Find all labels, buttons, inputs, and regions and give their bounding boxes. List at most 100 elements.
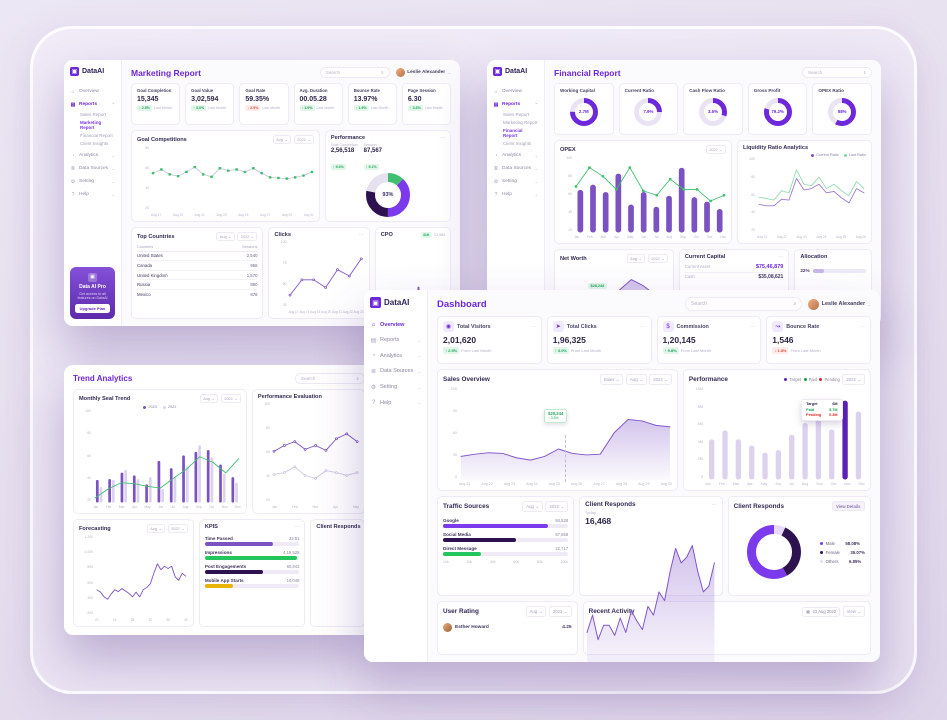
month-dropdown[interactable]: Aug ⌄ [522,501,543,512]
sidebar-item-help[interactable]: ? Help ⌄ [71,191,115,198]
logo: ▣ DataAI [370,297,421,308]
date-picker[interactable]: ▦ 22 Aug 2022 [802,606,841,617]
gender-legend: Male 58.08% Female 35.07% Others 6.85% [820,513,865,591]
search-input[interactable]: Search ⌕ [685,297,803,311]
user-menu[interactable]: Leslie Alexander ⌄ [395,68,451,77]
sidebar-item-data-sources[interactable]: ≣ Data Sources ⌄ [70,165,115,172]
legend-dot [820,559,824,563]
metric-dropdown[interactable]: Sales ⌄ [599,374,624,385]
more-menu-icon[interactable]: ⋯ [860,323,865,330]
sidebar-item-marketing-report[interactable]: Marketing Report [503,120,538,125]
sidebar-item-setting[interactable]: ⚙ Setting ⌄ [370,384,421,391]
sidebar-item-reports[interactable]: ▤ Reports ⌃ [70,101,115,108]
sidebar-item-client-insights[interactable]: Client Insights [503,141,532,146]
sidebar-item-analytics[interactable]: ◔ Analytics ⌄ [371,352,421,359]
chevron-down-icon: ⌄ [181,527,185,531]
legend-dot [820,550,824,554]
view-dropdown[interactable]: View ⌄ [842,606,865,617]
month-dropdown[interactable]: Aug ⌄ [272,135,292,144]
stat-goal-value: Goal Value 3,02,594 ↑ 3.0% Last Month [185,83,235,125]
year-dropdown[interactable]: 2022 ⌄ [548,606,572,617]
sidebar-item-data-sources[interactable]: ≣ Data Sources ⌄ [493,165,538,172]
card-title: Client Responds [585,501,636,508]
sidebar-item-overview[interactable]: ⌂ Overview [494,88,522,95]
stat-gross-profit: Gross Profit 79.2% [747,83,808,135]
year-dropdown[interactable]: 2022 ⌄ [705,145,727,154]
commission-icon: $ [662,321,674,332]
more-menu-icon[interactable]: ⋯ [750,323,756,330]
month-dropdown[interactable]: Aug ⌄ [146,524,166,533]
clicks-icon: ➤ [552,321,564,332]
hbar-label-row: Direct Message 22,717 [443,545,569,551]
more-menu-icon[interactable]: ⋯ [640,323,646,330]
sidebar-item-overview[interactable]: ⌂ Overview [371,321,405,328]
sidebar-item-marketing-report[interactable]: Marketing Report [80,120,102,130]
chevron-down-icon: ⌄ [857,608,861,614]
month-dropdown[interactable]: Aug ⌄ [199,394,219,403]
sidebar-item-help[interactable]: ? Help ⌄ [371,399,421,406]
sidebar: ▣ DataAI ⌂ Overview ▤ Reports ⌄ ◔ Analytics ⌄… [364,290,428,662]
sidebar-item-help[interactable]: ? Help ⌄ [494,191,538,198]
more-menu-icon[interactable]: ⋯ [530,323,536,330]
search-input[interactable]: Search ⌕ [295,373,365,384]
header: Marketing Report Search ⌕ Leslie Alexande… [131,67,451,78]
hbar-track [204,556,300,560]
more-menu-icon[interactable]: ⋯ [358,232,364,238]
more-menu-icon[interactable]: ⋯ [711,501,717,508]
hbar-label-row: Mobile App Starts 10,048 [204,577,300,583]
month-dropdown[interactable]: Aug ⌄ [216,232,235,241]
year-dropdown[interactable]: 2022 ⌄ [293,135,314,144]
gear-icon: ⚙ [493,178,499,185]
year-dropdown[interactable]: 2022 ⌄ [842,374,865,385]
month-dropdown[interactable]: Aug ⌄ [625,374,647,385]
sidebar-item-financial-report[interactable]: Financial Report [503,128,523,138]
search-icon: ⌕ [381,70,384,75]
y-axis: 100 80 60 40 20 [85,409,91,502]
chevron-down-icon: ⌄ [857,376,861,382]
logo: ▣ DataAI [70,67,115,76]
sidebar-item-overview[interactable]: ⌂ Overview [71,88,99,95]
sidebar-item-financial-report[interactable]: Financial Report [80,133,113,138]
delta-badge: ↓ 2.9% [245,105,261,111]
search-input[interactable]: Search ⌕ [319,67,390,78]
year-dropdown[interactable]: 2022 ⌄ [167,524,188,533]
sidebar-item-sales-report[interactable]: Sales Report [503,112,530,117]
charts-row: Goal Competitions Aug ⌄ 2022 ⌄ 80 60 40 20 Au… [131,130,451,222]
year-dropdown[interactable]: 2022 ⌄ [649,374,672,385]
stat-cash-flow-ratio: Cash Flow Ratio 3.5% [683,83,743,135]
database-icon: ≣ [370,368,377,375]
year-dropdown[interactable]: 2022 ⌄ [545,501,569,512]
sidebar-item-sales-report[interactable]: Sales Report [80,112,107,117]
overview-icon: ⌂ [71,88,75,95]
sidebar-item-reports[interactable]: ▤ Reports ⌃ [493,101,538,108]
more-menu-icon[interactable]: ⋯ [778,254,784,260]
page-title: Marketing Report [131,67,201,78]
more-menu-icon[interactable]: ⋯ [440,135,445,141]
sidebar-item-analytics[interactable]: ◔ Analytics ⌄ [71,152,115,159]
year-dropdown[interactable]: 2022 ⌄ [647,254,668,263]
more-menu-icon[interactable]: ⋯ [294,524,300,530]
sidebar-item-client-insights[interactable]: Client Insights [80,141,109,146]
sidebar-item-setting[interactable]: ⚙ Setting ⌄ [70,178,115,185]
user-menu[interactable]: Leslie Alexander ⌄ [808,298,871,310]
forecasting-chart: 20 24 28 32 36 40 [95,535,188,622]
sidebar-item-setting[interactable]: ⚙ Setting ⌄ [493,178,538,185]
sidebar-item-reports[interactable]: ▤ Reports ⌄ [370,337,421,344]
year-dropdown[interactable]: 2022 ⌄ [220,394,241,403]
month-dropdown[interactable]: Aug ⌄ [525,606,547,617]
kpis-card: KPIS ⋯ Time Passed 23:51 Impressions 4,19,52… [198,519,306,627]
month-dropdown[interactable]: Aug ⌄ [626,254,646,263]
upgrade-plan-button[interactable]: Upgrade Plan [74,304,111,313]
y-axis: 100 80 60 40 20 [749,157,756,232]
sidebar-item-analytics[interactable]: ◔ Analytics ⌄ [494,152,538,159]
hbar-label-row: Time Passed 23:51 [204,535,300,541]
hbar-track [204,584,300,588]
logo-icon: ▣ [493,67,502,76]
sidebar-item-data-sources[interactable]: ≣ Data Sources ⌄ [370,368,421,375]
card-title: Performance Evaluation [257,394,322,400]
search-input[interactable]: Search ⌕ [802,67,872,78]
stat-commission: $ Commission ⋯ 1,20,145 ↑ 9.8% From Last Mo… [656,316,762,364]
year-dropdown[interactable]: 2022 ⌄ [237,232,258,241]
view-details-button[interactable]: View Details [831,501,865,511]
today-value: 16,468 [585,516,612,526]
